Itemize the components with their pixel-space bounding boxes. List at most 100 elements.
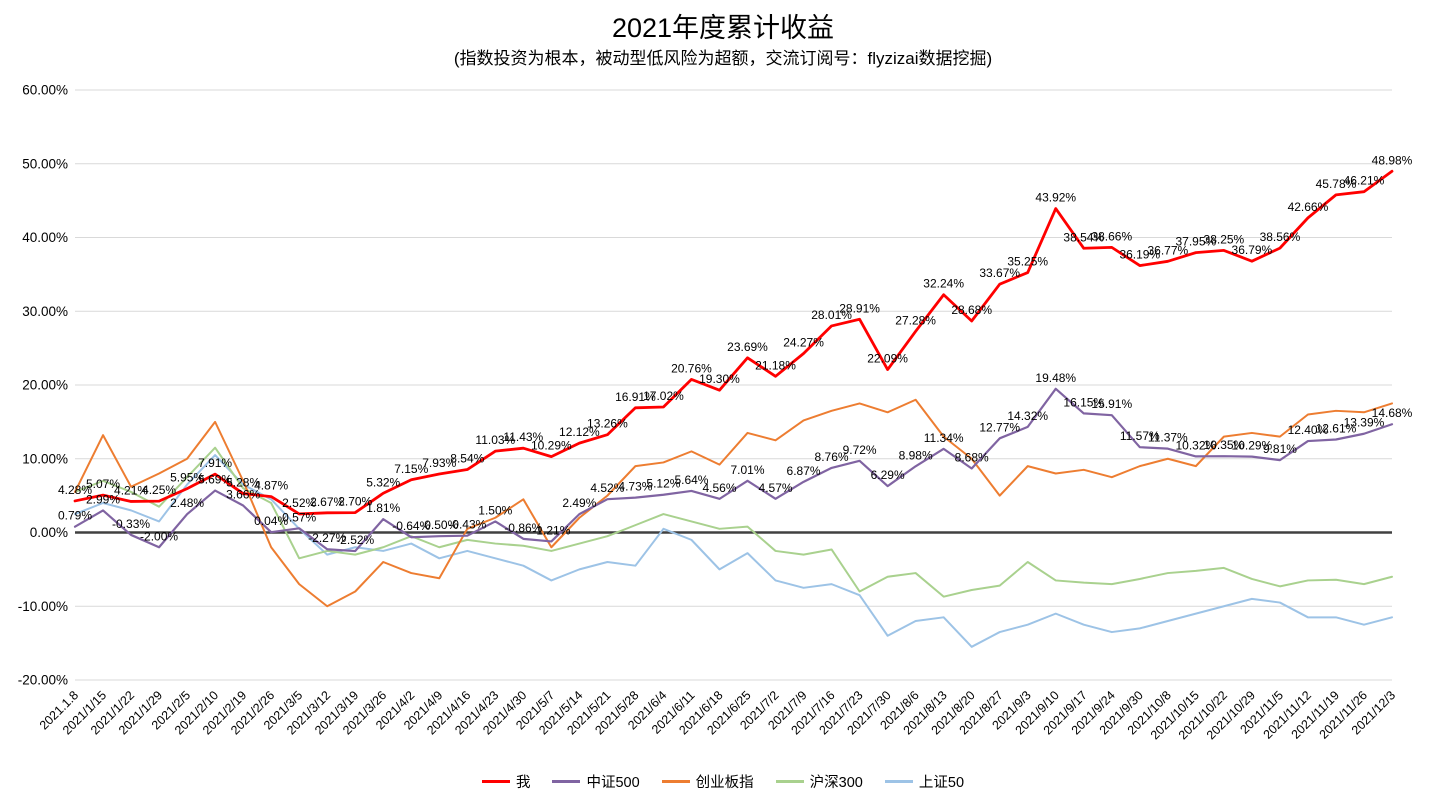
legend-label-chinext: 创业板指 [695, 775, 754, 791]
data-label-me: 48.98% [1372, 153, 1413, 167]
data-label-csi500: 1.81% [366, 501, 400, 515]
chart-title: 2021年度累计收益 [611, 13, 835, 43]
data-label-me: 22.09% [867, 352, 908, 366]
data-label-csi500: 5.12% [646, 477, 680, 491]
data-label-csi500: 19.48% [1035, 371, 1076, 385]
data-label-csi500: -0.64% [392, 519, 430, 533]
y-axis-tick-label: 10.00% [22, 451, 68, 466]
series-line-hs300 [74, 446, 1393, 598]
y-axis-tick-label: 30.00% [22, 304, 68, 319]
data-label-csi500: 11.34% [924, 431, 964, 445]
legend-swatch-hs300 [775, 780, 804, 783]
data-label-csi500: 4.56% [702, 481, 736, 495]
data-label-me: 45.78% [1316, 177, 1357, 191]
data-label-csi500: 6.87% [787, 464, 821, 478]
data-label-me: 43.92% [1035, 191, 1076, 205]
data-label-me: 36.19% [1119, 248, 1160, 262]
series-line-sse50 [74, 454, 1393, 648]
legend-label-csi500: 中证500 [586, 775, 640, 791]
data-label-me: 33.67% [979, 266, 1020, 280]
data-label-csi500: -0.86% [504, 521, 542, 535]
data-label-csi500: -0.33% [112, 517, 150, 531]
data-label-csi500: -2.00% [140, 529, 178, 543]
data-label-csi500: -1.21% [532, 523, 570, 537]
data-label-me: 12.12% [559, 425, 600, 439]
data-label-me: 4.25% [142, 483, 176, 497]
data-label-csi500: -2.52% [336, 533, 374, 547]
data-label-csi500: 8.68% [955, 450, 989, 464]
data-label-me: 7.15% [394, 462, 428, 476]
data-label-csi500: 11.57% [1120, 429, 1160, 443]
legend-label-hs300: 沪深300 [809, 775, 863, 791]
chart-subtitle: (指数投资为根本，被动型低风险为超额，交流订阅号：flyzizai数据挖掘) [453, 49, 993, 68]
data-label-me: 11.03% [475, 433, 515, 447]
data-label-csi500: 8.98% [899, 448, 933, 462]
data-label-me: 5.32% [366, 475, 400, 489]
legend-item-hs300: 沪深300 [775, 771, 863, 792]
legend-item-me: 我 [481, 771, 531, 792]
data-label-csi500: 7.01% [730, 463, 764, 477]
data-label-csi500: 16.15% [1063, 395, 1104, 409]
data-label-me: 13.26% [587, 417, 628, 431]
y-axis-tick-label: 20.00% [22, 378, 68, 393]
data-label-me: 4.87% [254, 479, 288, 493]
y-axis-tick-label: -20.00% [18, 673, 68, 688]
data-label-csi500: 10.35% [1204, 438, 1245, 452]
data-label-me: 36.77% [1147, 243, 1188, 257]
data-label-csi500: 14.32% [1007, 409, 1048, 423]
data-label-csi500: -0.50% [420, 518, 458, 532]
data-label-me: 2.52% [282, 496, 316, 510]
data-label-csi500: 10.32% [1175, 438, 1216, 452]
data-label-csi500: 5.64% [674, 473, 708, 487]
y-axis-tick-label: 0.00% [30, 525, 68, 540]
data-label-me: 16.91% [615, 390, 656, 404]
data-label-csi500: 10.29% [1232, 439, 1273, 453]
data-label-csi500: 4.73% [618, 480, 652, 494]
data-label-csi500: 2.48% [170, 496, 204, 510]
data-label-me: 8.54% [450, 452, 484, 466]
data-label-me: 4.21% [114, 483, 148, 497]
legend-label-sse50: 上证50 [918, 775, 965, 791]
data-label-csi500: -0.43% [448, 518, 486, 532]
data-label-csi500: 8.76% [815, 450, 849, 464]
data-label-me: 11.43% [503, 430, 543, 444]
data-label-csi500: 11.37% [1148, 431, 1188, 445]
data-label-me: 2.70% [338, 495, 372, 509]
data-label-me: 10.29% [531, 439, 572, 453]
data-label-csi500: -2.27% [308, 531, 346, 545]
data-label-csi500: 12.77% [979, 420, 1020, 434]
data-label-csi500: 0.79% [58, 509, 92, 523]
data-label-csi500: 9.81% [1263, 442, 1297, 456]
series-line-me [73, 169, 1394, 516]
data-label-me: 2.67% [310, 495, 344, 509]
legend-swatch-csi500 [552, 780, 581, 783]
data-label-csi500: 14.68% [1372, 406, 1413, 420]
data-label-me: 38.25% [1204, 232, 1245, 246]
y-axis-tick-label: -10.00% [18, 599, 68, 614]
data-label-me: 32.24% [923, 277, 964, 291]
y-axis-tick-label: 40.00% [22, 230, 68, 245]
legend-label-me: 我 [515, 775, 531, 791]
data-label-me: 36.79% [1232, 243, 1273, 257]
data-label-me: 7.91% [198, 456, 232, 470]
data-label-me: 42.66% [1288, 200, 1329, 214]
data-label-me: 19.30% [699, 372, 740, 386]
data-label-csi500: 2.49% [562, 496, 596, 510]
data-label-csi500: 9.72% [843, 443, 877, 457]
y-axis-tick-label: 60.00% [22, 83, 68, 98]
data-label-me: 28.91% [839, 301, 880, 315]
legend-swatch-me [481, 780, 510, 783]
legend-item-sse50: 上证50 [884, 771, 965, 792]
data-label-csi500: 6.29% [871, 468, 905, 482]
data-label-me: 28.01% [811, 308, 852, 322]
data-label-me: 35.25% [1007, 255, 1048, 269]
data-label-me: 5.07% [86, 477, 120, 491]
data-label-me: 5.95% [170, 471, 204, 485]
data-label-me: 21.18% [755, 358, 796, 372]
data-label-csi500: 4.57% [759, 481, 793, 495]
data-label-me: 37.95% [1175, 235, 1216, 249]
data-label-me: 17.02% [643, 389, 684, 403]
data-label-me: 5.28% [226, 476, 260, 490]
